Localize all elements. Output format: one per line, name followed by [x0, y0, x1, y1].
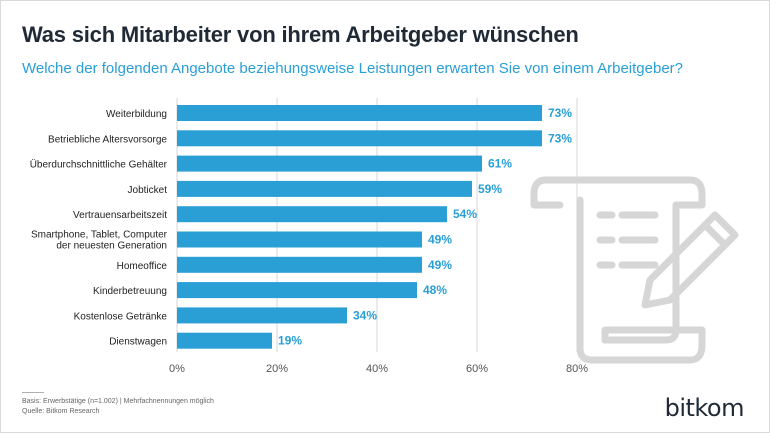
footer-source: Quelle: Bitkom Research [22, 408, 100, 415]
category-label: Jobticket [128, 185, 168, 196]
bar-value-label: 34% [353, 308, 377, 322]
category-label: Kostenlose Getränke [74, 311, 168, 322]
x-tick-label: 80% [566, 363, 588, 375]
bar-value-label: 19% [278, 334, 302, 348]
footer-rule [22, 392, 44, 393]
bar-value-label: 59% [478, 182, 502, 196]
bar-value-label: 61% [488, 157, 512, 171]
x-tick-label: 60% [466, 363, 488, 375]
bitkom-logo: bitkom [664, 394, 745, 422]
bar-value-label: 54% [453, 207, 477, 221]
category-label: Überdurchschnittliche Gehälter [30, 159, 168, 171]
bar [177, 130, 542, 147]
chart-title: Was sich Mitarbeiter von ihrem Arbeitgeb… [22, 22, 579, 47]
bar [177, 105, 542, 121]
document-pencil-icon [530, 176, 739, 364]
bar-value-label: 49% [428, 258, 452, 272]
footer-basis: Basis: Erwerbstätige (n=1.002) | Mehrfac… [22, 398, 214, 405]
bar-value-label: 49% [428, 233, 452, 247]
chart-subtitle: Welche der folgenden Angebote beziehungs… [22, 60, 684, 77]
bar [177, 180, 472, 197]
bar-value-label: 73% [548, 106, 572, 120]
bar-value-label: 73% [548, 131, 572, 145]
category-label: Weiterbildung [106, 109, 167, 120]
category-label: Kinderbetreuung [93, 286, 167, 297]
bar [177, 282, 417, 299]
category-label: Betriebliche Altersvorsorge [48, 134, 167, 145]
bar [177, 332, 272, 349]
category-label: Vertrauensarbeitszeit [73, 210, 167, 221]
bar [177, 231, 422, 248]
bar [177, 206, 447, 223]
bar [177, 155, 482, 172]
bar-value-label: 48% [423, 283, 447, 297]
category-label: Dienstwagen [109, 337, 167, 348]
x-tick-label: 40% [366, 363, 388, 375]
bar [177, 256, 422, 273]
x-tick-label: 20% [266, 363, 288, 375]
x-tick-label: 0% [169, 363, 185, 375]
category-label: Homeoffice [117, 261, 168, 272]
bar [177, 307, 347, 324]
category-label: Smartphone, Tablet, Computer der neuesten… [31, 230, 168, 252]
